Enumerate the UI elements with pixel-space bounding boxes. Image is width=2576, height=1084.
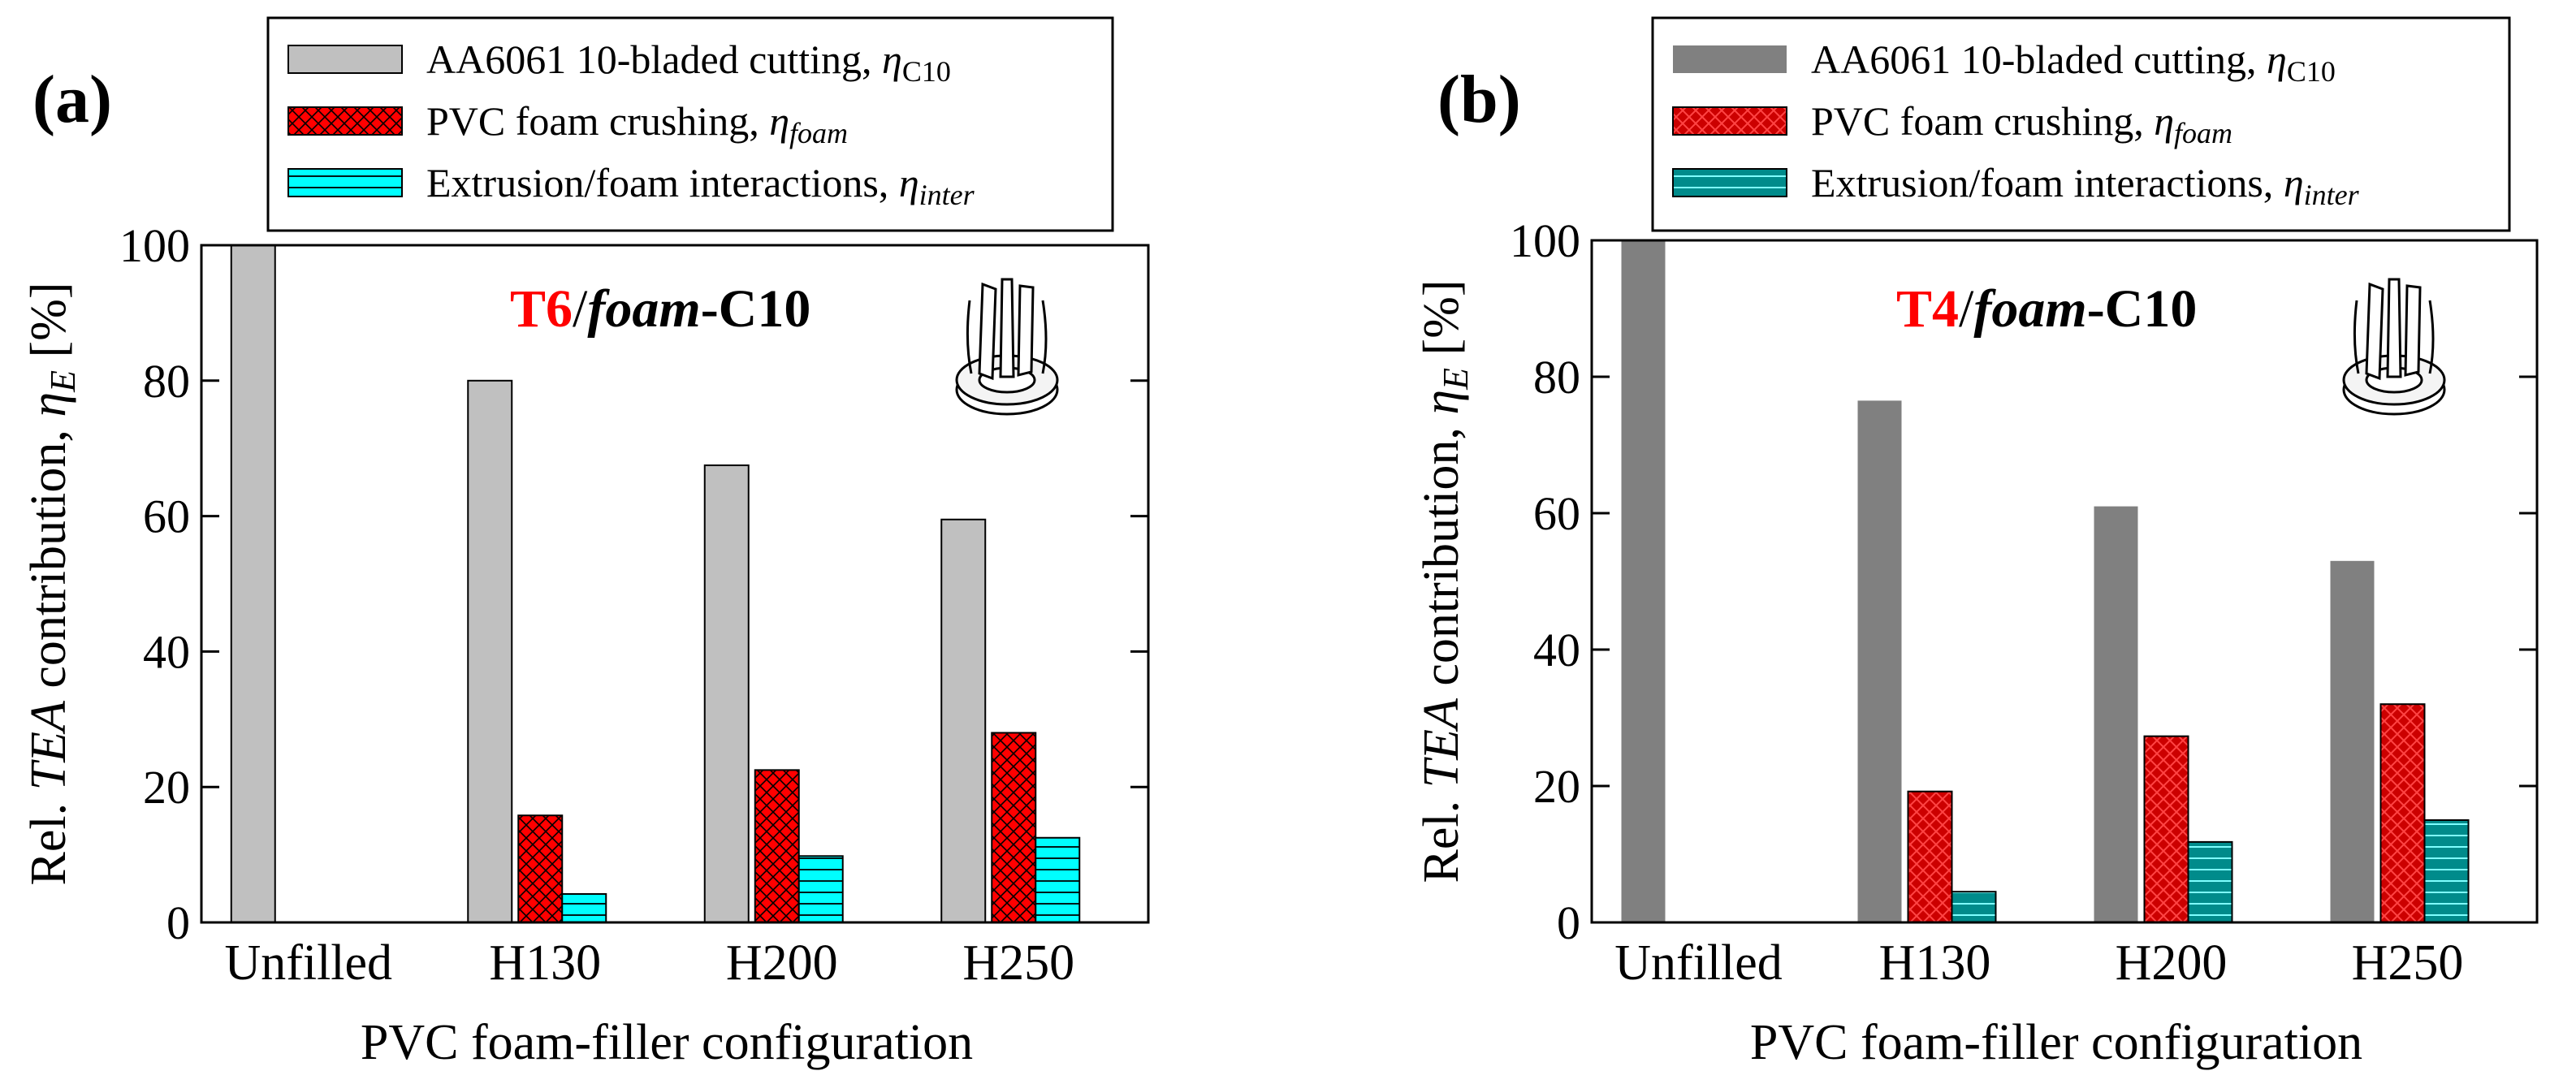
legend-swatch-0 — [287, 45, 403, 74]
cutter-petals — [2353, 300, 2435, 374]
legend-swatch-2 — [1672, 168, 1787, 197]
bar-s0-h200 — [703, 464, 750, 923]
bar-s2-h250 — [1035, 836, 1081, 923]
y-tick-label: 60 — [143, 490, 190, 543]
y-tick-label: 40 — [143, 625, 190, 678]
x-tick-label: Unfilled — [1614, 935, 1783, 991]
legend-box — [1651, 16, 2511, 232]
x-tick-label: H200 — [726, 935, 838, 991]
bar-s1-h250 — [2379, 703, 2426, 923]
x-tick-label: H130 — [1879, 935, 1991, 991]
x-tick-label: H200 — [2116, 935, 2228, 991]
legend-label-2: Extrusion/foam interactions, ηinter — [1811, 160, 2360, 211]
chart-title: T6/foam-C10 — [510, 279, 810, 339]
cutter-icon — [2342, 278, 2446, 416]
y-axis-label: Rel. TEA contribution, ηE [%] — [21, 282, 83, 885]
cutter-blades — [2365, 278, 2422, 381]
legend-label-1: PVC foam crushing, ηfoam — [426, 98, 848, 149]
chart-title: T4/foam-C10 — [1896, 279, 2197, 339]
bar-s1-h130 — [1907, 790, 1953, 923]
y-axis-label: Rel. TEA contribution, ηE [%] — [1414, 279, 1476, 883]
x-axis-label: PVC foam-filler configuration — [1750, 1015, 2362, 1070]
plot-frame — [1590, 239, 2539, 924]
y-tick-label: 0 — [1557, 896, 1580, 949]
x-axis-label: PVC foam-filler configuration — [361, 1015, 973, 1070]
bar-s1-h200 — [754, 769, 800, 923]
cutter-petals — [966, 300, 1048, 374]
cutter-blades — [978, 278, 1035, 381]
x-tick-label: H250 — [962, 935, 1074, 991]
bar-s2-h250 — [2423, 819, 2470, 923]
legend-label-0: AA6061 10-bladed cutting, ηC10 — [1811, 37, 2336, 88]
legend-box — [266, 16, 1114, 232]
bar-s0-h130 — [467, 379, 513, 923]
x-tick-label: H250 — [2352, 935, 2464, 991]
legend-label-2: Extrusion/foam interactions, ηinter — [426, 160, 975, 211]
bar-s0-h200 — [2094, 506, 2138, 922]
chart-panel-1: 0 20 40 60 80 100 Unfilled H130 H200 H250 PVC foam… — [1414, 16, 2539, 1070]
bar-s2-h130 — [1951, 891, 1997, 923]
y-tick-label: 20 — [1533, 760, 1580, 813]
y-tick-label: 60 — [1533, 487, 1580, 540]
y-tick-label: 0 — [166, 896, 190, 949]
bar-s2-h200 — [2187, 840, 2233, 924]
bar-s1-h200 — [2143, 735, 2189, 923]
legend-swatch-0 — [1673, 45, 1787, 73]
y-tick-label: 20 — [143, 761, 190, 814]
legend-label-0: AA6061 10-bladed cutting, ηC10 — [426, 37, 951, 88]
y-tick-label: 100 — [119, 219, 190, 272]
y-tick-label: 80 — [1533, 351, 1580, 404]
y-tick-label: 100 — [1510, 214, 1580, 267]
bar-s2-h130 — [561, 892, 607, 924]
y-tick-label: 80 — [143, 355, 190, 408]
panel-label: (a) — [32, 62, 112, 137]
bar-s0-h250 — [2330, 560, 2375, 922]
legend-swatch-1 — [1672, 106, 1787, 136]
bar-s0-unfilled — [230, 244, 276, 923]
bar-s0-h130 — [1857, 400, 1902, 922]
plot-frame — [200, 244, 1150, 924]
cutter-icon — [955, 278, 1059, 416]
bar-s0-unfilled — [1621, 240, 1666, 922]
legend-swatch-2 — [287, 168, 403, 197]
x-tick-label: H130 — [489, 935, 601, 991]
bar-s2-h200 — [797, 855, 844, 923]
bar-s1-h130 — [517, 814, 564, 924]
x-tick-label: Unfilled — [224, 935, 392, 991]
panel-label: (b) — [1437, 62, 1521, 137]
chart-panel-0: 0 20 40 60 80 100 Unfilled H130 H200 H250 PVC foam… — [21, 16, 1150, 1070]
legend-label-1: PVC foam crushing, ηfoam — [1811, 98, 2232, 149]
y-tick-label: 40 — [1533, 624, 1580, 676]
legend-swatch-1 — [287, 106, 403, 136]
bar-s1-h250 — [991, 732, 1037, 923]
bar-s0-h250 — [940, 518, 987, 924]
